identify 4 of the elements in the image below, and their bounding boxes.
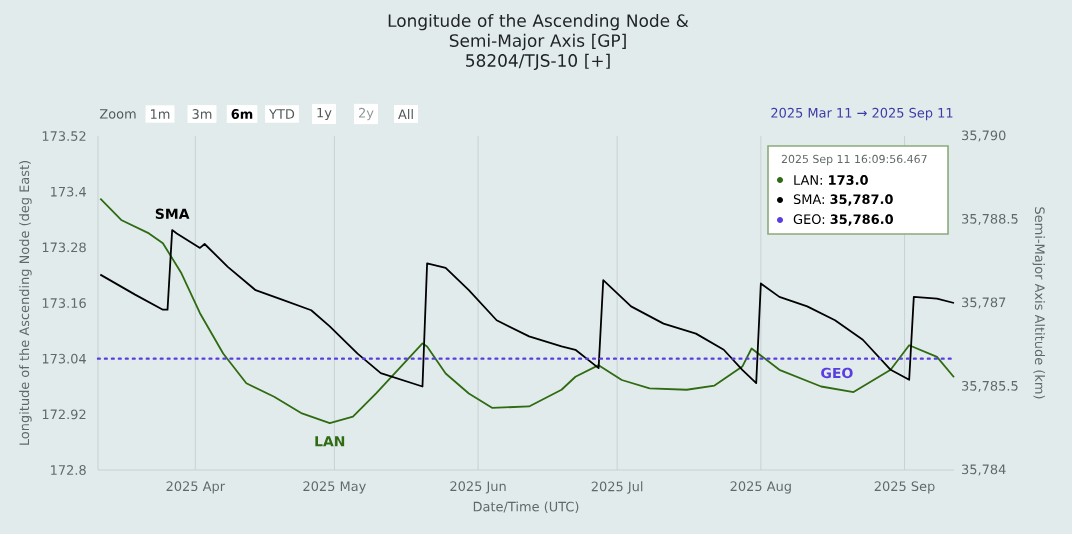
chart-title: Longitude of the Ascending Node & Semi-Major Axis [GP] xyxy=(388,13,689,51)
chart-subtitle: 58204/TJS-10 [+] xyxy=(466,53,610,71)
line-series xyxy=(99,197,955,425)
line-series xyxy=(99,229,955,388)
